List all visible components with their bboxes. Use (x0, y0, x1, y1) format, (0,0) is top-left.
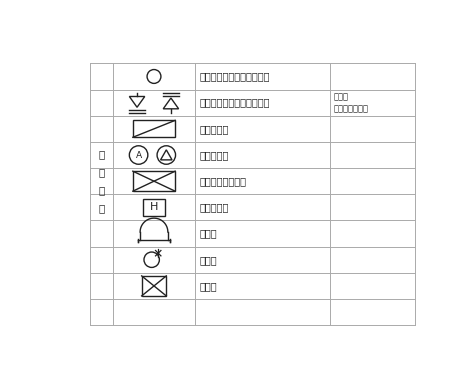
Bar (143, 199, 165, 216)
Text: 屋内消火栓: 屋内消火栓 (199, 124, 228, 134)
Text: 放水口: 放水口 (199, 255, 217, 265)
Text: H: H (150, 202, 158, 212)
Text: アラーム弁: アラーム弁 (199, 150, 228, 160)
Text: 制御弁: 制御弁 (199, 281, 217, 291)
Bar (133, 120, 175, 137)
Text: 屋外消火栓: 屋外消火栓 (199, 202, 228, 212)
Text: 右から
下向き、上向き: 右から 下向き、上向き (334, 92, 369, 113)
Text: A: A (136, 151, 142, 159)
Text: 送水口: 送水口 (199, 229, 217, 238)
Bar (133, 171, 175, 191)
Text: 連結送水管送水口: 連結送水管送水口 (199, 176, 246, 186)
Bar (142, 276, 166, 296)
Text: スプリンクラー（平面図）: スプリンクラー（平面図） (199, 72, 270, 82)
Text: スプリンクラー（系統図）: スプリンクラー（系統図） (199, 98, 270, 108)
Text: 消
火
関
係: 消 火 関 係 (98, 149, 104, 213)
